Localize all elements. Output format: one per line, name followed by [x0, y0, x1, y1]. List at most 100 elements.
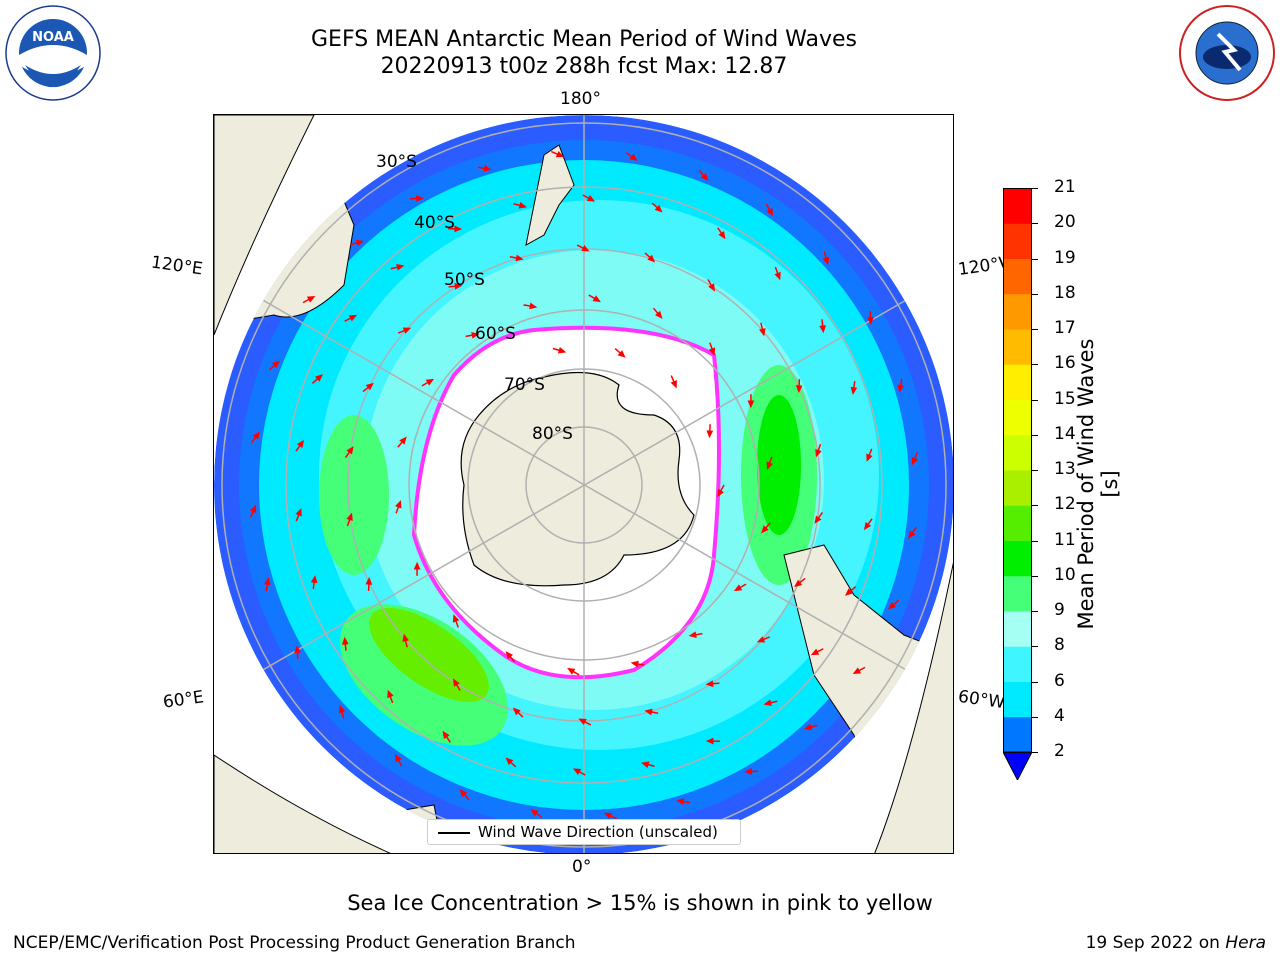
wave-arrow-head — [766, 207, 774, 217]
colorbar-tick-label: 4 — [1054, 705, 1065, 726]
colorbar-tick-label: 21 — [1054, 177, 1076, 197]
colorbar-tick-label: 20 — [1054, 212, 1076, 233]
antarctica-land — [460, 371, 695, 587]
lon-label-120e: 120°E — [149, 252, 204, 280]
wave-arrow-head — [416, 195, 424, 202]
colorbar-tick — [1032, 293, 1038, 295]
wave-arrow-head — [365, 576, 373, 585]
wave-arrow-head — [647, 254, 656, 263]
wave-arrow-head — [644, 708, 653, 716]
lat-label-40s: 40°S — [414, 213, 455, 233]
wave-arrow-head — [733, 584, 743, 592]
wave-arrow-head — [581, 244, 590, 252]
wave-arrow-head — [483, 165, 492, 172]
wave-arrow-head — [442, 730, 450, 739]
colorbar — [1002, 188, 1033, 782]
wind-wave-arrows — [249, 150, 919, 820]
wave-arrow-head — [572, 768, 582, 775]
colorbar-tick-label: 15 — [1054, 388, 1076, 409]
wave-arrow-head — [471, 331, 480, 339]
wave-arrow-head — [717, 488, 724, 498]
wave-arrow-head — [654, 204, 663, 213]
wave-arrow-head — [586, 195, 596, 202]
wave-arrow-head — [744, 768, 752, 775]
colorbar-tick — [1032, 646, 1038, 648]
colorbar-band — [1003, 188, 1032, 224]
wave-arrow-head — [454, 282, 463, 290]
wave-arrow-head — [365, 382, 374, 391]
lat-label-70s: 70°S — [504, 375, 545, 395]
legend-line-swatch — [438, 832, 470, 834]
wave-arrow-head — [271, 360, 280, 369]
wave-arrow-head — [705, 680, 714, 688]
new-zealand-land — [525, 144, 575, 246]
wave-arrow-head — [603, 812, 613, 820]
colorbar-band — [1003, 611, 1032, 647]
colorbar-tick — [1032, 505, 1038, 507]
wave-arrow-head — [295, 508, 302, 517]
colorbar-tick-label: 19 — [1054, 247, 1076, 268]
wave-arrow-head — [512, 707, 521, 716]
wave-arrow-head — [747, 400, 755, 409]
wave-arrow-head — [822, 256, 830, 266]
wave-arrow-head — [911, 456, 919, 466]
wave-arrow-head — [630, 660, 639, 668]
wave-arrow-head — [908, 530, 916, 539]
colorbar-tick — [1032, 752, 1038, 753]
wave-arrow-head — [394, 753, 402, 763]
lat-label-50s: 50°S — [444, 270, 485, 290]
colorbar-tick-label: 10 — [1054, 564, 1076, 585]
wave-arrow-head — [578, 718, 587, 726]
lon-label-60w: 60°W — [956, 686, 1007, 714]
polar-map — [214, 115, 953, 853]
wave-arrow-head — [402, 327, 412, 334]
colorbar-tick — [1032, 681, 1038, 683]
footer-host: Hera — [1225, 933, 1266, 953]
wave-arrow-head — [676, 798, 685, 805]
colorbar-tick — [1032, 434, 1038, 436]
colorbar-band — [1003, 293, 1032, 330]
wave-arrow-head — [341, 636, 349, 645]
wave-arrow-head — [708, 283, 716, 292]
colorbar-label: Mean Period of Wind Waves [s] — [1074, 338, 1122, 630]
colorbar-band — [1003, 505, 1032, 541]
wave-arrow-head — [866, 453, 873, 462]
wave-arrow-head — [346, 512, 353, 522]
wave-arrow-head — [617, 350, 626, 358]
wave-arrow-head — [314, 374, 324, 382]
colorbar-tick-label: 13 — [1054, 459, 1076, 479]
wave-arrow-head — [452, 678, 460, 687]
colorbar-tick-label: 9 — [1054, 600, 1065, 620]
colorbar-tick-label: 17 — [1054, 318, 1076, 338]
colorbar-band — [1003, 434, 1032, 471]
wave-arrow-head — [670, 380, 677, 389]
lat-label-60s: 60°S — [475, 324, 516, 344]
wave-arrow-head — [867, 317, 874, 325]
colorbar-tick-label: 2 — [1054, 741, 1065, 761]
colorbar-band — [1003, 364, 1032, 400]
colorbar-tick — [1032, 575, 1038, 577]
wave-arrow-head — [348, 314, 358, 322]
lon-label-0: 0° — [572, 857, 592, 877]
wave-arrow-head — [761, 525, 769, 534]
colorbar-tick-label: 12 — [1054, 494, 1076, 515]
sea-ice-note: Sea Ice Concentration > 15% is shown in … — [347, 891, 933, 915]
colorbar-band — [1003, 470, 1032, 506]
colorbar-tick — [1032, 329, 1038, 330]
wave-arrow-head — [803, 723, 813, 731]
colorbar-tick — [1032, 223, 1038, 225]
wave-arrow-head — [310, 575, 318, 584]
wave-arrow-head — [294, 645, 301, 653]
colorbar-band — [1003, 258, 1032, 295]
wave-arrow-head — [654, 310, 663, 319]
wave-arrow-head — [413, 561, 421, 570]
colorbar-tick-label: 14 — [1054, 423, 1076, 444]
wave-arrow-head — [529, 302, 538, 310]
wave-arrow-head — [718, 231, 726, 240]
colorbar-tick — [1032, 258, 1038, 260]
wave-arrow-head — [452, 614, 460, 623]
colorbar-band — [1003, 540, 1032, 577]
colorbar-tick — [1032, 188, 1038, 189]
colorbar-tick — [1032, 716, 1038, 718]
wave-arrow-head — [567, 667, 576, 675]
